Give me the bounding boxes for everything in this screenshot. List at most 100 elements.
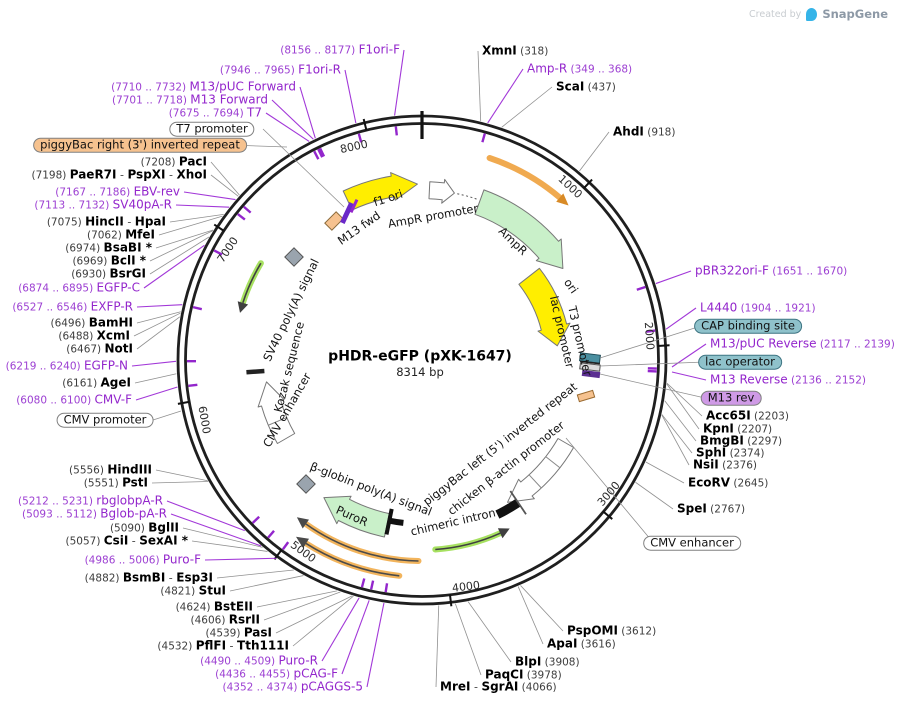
primer-site-tick	[237, 213, 246, 221]
enzyme-apai-callout-line	[517, 586, 544, 645]
enzyme-hincii-hpai-callout-line	[169, 213, 224, 223]
enzyme-spei-callout-line	[635, 481, 674, 510]
tick-mark	[583, 178, 593, 189]
piggybac-left-marker	[576, 389, 596, 403]
enzyme-blpi-callout-line	[467, 601, 512, 663]
enzyme-bsrgi-callout-line	[149, 236, 210, 275]
piggybac-marker	[324, 211, 344, 231]
enzyme-bsteii-callout-line	[256, 590, 338, 608]
radial-mark	[509, 490, 527, 515]
enzyme-paqci-callout-line	[455, 603, 482, 676]
enzyme-mrei-sgrai-callout-line	[435, 605, 440, 688]
primer-bglob-pa-r-callout-line	[170, 513, 262, 547]
enzyme-scai-callout-line	[501, 86, 553, 128]
enzyme-psti-callout-line	[151, 481, 209, 484]
orf-arc-top	[486, 155, 563, 201]
primer-site-tick	[384, 583, 389, 593]
enzyme-ecorv-callout-line	[645, 461, 685, 484]
primer-site-tick	[213, 249, 223, 256]
lac-operator-marker	[579, 362, 601, 372]
enzyme-bcli-callout-line	[149, 230, 213, 262]
primer-site-tick	[313, 150, 320, 160]
feature-lac-operator-callout-line	[599, 361, 706, 367]
tick-mark	[602, 510, 613, 520]
enzyme-csii-sexai-callout-line	[191, 540, 268, 552]
primer-site-tick	[243, 205, 252, 214]
primer-site-tick	[636, 285, 646, 291]
orf-arc-bottom-inner-head	[296, 517, 309, 529]
primer-egfp-c-callout-line	[143, 244, 205, 289]
enzyme-paci-callout-line	[210, 161, 240, 196]
primer-m13-puc-reverse-callout-line	[671, 343, 707, 368]
enzyme-pflfi-tth111i-callout-line	[292, 595, 354, 647]
enzyme-agei-callout-line	[134, 373, 177, 384]
primer-marker	[340, 201, 354, 225]
feature-m13-rev-callout-line	[599, 373, 706, 399]
enzyme-stui-callout-line	[229, 575, 304, 592]
feature-piggybac-right-callout-line	[229, 144, 288, 148]
watermark-brand: SnapGene	[822, 7, 888, 21]
primer-m13-puc-forward-callout-line	[299, 86, 316, 139]
enzyme-sphi-callout-line	[661, 414, 693, 454]
primer-pbr322ori-f-callout-line	[655, 270, 692, 285]
sv40-polya-marker	[284, 247, 304, 267]
orf-arc-bottom-outer-core	[305, 542, 400, 577]
primer-pcaggs-5-callout-line	[366, 602, 385, 688]
orf-arc-bottom-outer-head	[296, 536, 309, 549]
primer-site-tick	[369, 580, 375, 590]
primer-t7-callout-line	[265, 112, 310, 142]
feature-cmv-enhancer-label-callout-line	[565, 437, 652, 541]
marker-line	[579, 360, 601, 365]
primer-sv40pa-r-callout-line	[175, 204, 230, 208]
intron-direction-arrow-head	[497, 528, 510, 539]
primer-m13-reverse-callout-line	[671, 371, 707, 381]
enzyme-xmni-callout-line	[477, 50, 482, 122]
intron-direction-arrow-core	[435, 532, 501, 551]
feature-cap-binding-site-callout-line	[599, 325, 702, 359]
radial-mark	[384, 508, 394, 535]
feature-arrow-f1-ori	[342, 172, 418, 211]
primer-pcag-f-callout-line	[341, 600, 370, 675]
radial-mark	[246, 368, 265, 375]
primer-site-tick	[192, 305, 203, 311]
enzyme-bsmbi-esp3i-callout-line	[216, 569, 294, 579]
snapgene-logo-icon	[806, 7, 818, 21]
primer-rbglobpa-r-callout-line	[166, 500, 245, 532]
tick-mark	[657, 344, 670, 348]
radial-mark	[268, 416, 287, 426]
tick-mark	[177, 400, 190, 405]
primer-site-tick	[281, 541, 290, 551]
feature-cmv-promoter-callout-line	[152, 410, 182, 421]
primer-site-tick	[646, 329, 656, 333]
enzyme-paer7i-pspxi-xhoi-callout-line	[210, 174, 239, 197]
enzyme-acc65i-callout-line	[666, 382, 703, 417]
primer-f1ori-r-callout-line	[344, 69, 357, 124]
tick-mark	[362, 118, 368, 131]
enzyme-kpni-callout-line	[666, 383, 700, 430]
enzyme-bamhi-callout-line	[136, 311, 181, 324]
intron-direction-arrow	[432, 530, 504, 553]
radial-mark	[528, 474, 542, 489]
dotted-connector	[457, 193, 478, 200]
m13-rev-marker	[581, 369, 601, 379]
primer-site-tick	[188, 383, 198, 387]
primer-f1ori-f-callout-line	[394, 49, 405, 116]
enzyme-nsii-callout-line	[661, 414, 690, 466]
primer-site-tick	[251, 515, 260, 524]
enzyme-xcmi-callout-line	[133, 312, 181, 337]
egfp-direction-arrow-head	[237, 301, 249, 313]
feature-arrow-actin-promoter	[507, 438, 575, 503]
feature-arrow-ori	[518, 267, 571, 347]
enzyme-pasi-callout-line	[275, 595, 353, 634]
enzyme-bglii-callout-line	[182, 527, 263, 548]
tick-mark	[213, 223, 225, 232]
primer-site-tick	[267, 530, 275, 539]
watermark: Created by SnapGene	[749, 7, 888, 21]
enzyme-bmgbi-callout-line	[664, 400, 697, 442]
primer-site-tick	[319, 147, 326, 157]
primer-exfp-r-callout-line	[136, 304, 183, 308]
primer-ebv-rev-callout-line	[183, 191, 236, 201]
enzyme-noti-callout-line	[136, 316, 181, 350]
